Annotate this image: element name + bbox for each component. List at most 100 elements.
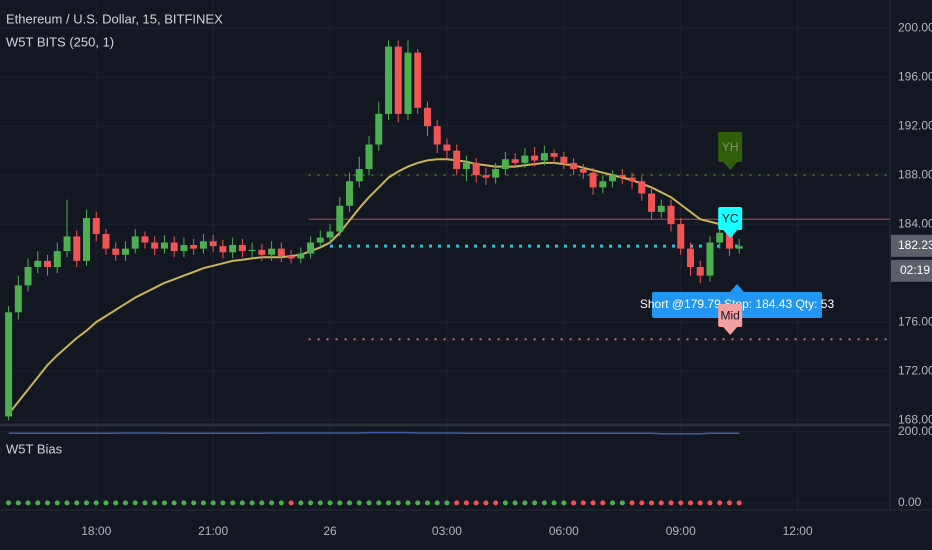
candle-body (180, 244, 188, 252)
candle-body (667, 205, 675, 225)
bias-dot (561, 500, 567, 506)
level-marker (718, 207, 743, 230)
candle-body (53, 251, 61, 268)
candle-body (307, 242, 315, 254)
candle-body (316, 237, 324, 243)
bias-dot (687, 500, 693, 506)
indicator-title: W5T BITS (250, 1) (6, 34, 114, 49)
bias-dot (269, 500, 275, 506)
bias-dot (541, 500, 547, 506)
candle-body (83, 218, 91, 261)
bias-dot (132, 500, 138, 506)
bias-dot (15, 500, 21, 506)
candle-body (121, 248, 129, 255)
last-price-box (891, 234, 932, 257)
candle-body (336, 205, 344, 232)
bias-dot (142, 500, 148, 506)
candle-body (14, 285, 22, 313)
candle-body (160, 242, 168, 249)
candle-body (433, 126, 441, 145)
candle-body (589, 172, 597, 188)
bias-dot (726, 500, 732, 506)
x-tick-label: 26 (323, 524, 337, 538)
y-tick-label: 192.00 (898, 118, 932, 132)
bias-dot (668, 500, 674, 506)
bias-dot (191, 500, 197, 506)
x-tick-label: 03:00 (432, 524, 462, 538)
bias-dot (600, 500, 606, 506)
candle-body (628, 177, 636, 182)
bias-dot (337, 500, 343, 506)
bias-dot (161, 500, 167, 506)
bias-dot (522, 500, 528, 506)
chart-title: Ethereum / U.S. Dollar, 15, BITFINEX (6, 11, 223, 26)
candle-body (209, 241, 217, 247)
candle-body (326, 231, 334, 238)
candle-body (550, 153, 558, 157)
bias-dot (649, 500, 655, 506)
bias-dot (366, 500, 372, 506)
level-marker (718, 132, 743, 162)
candle-body (599, 181, 607, 188)
bias-dot (610, 500, 616, 506)
bias-dot (317, 500, 323, 506)
candle-body (570, 162, 578, 170)
countdown-label: 02:19 (900, 263, 930, 277)
candle-body (521, 155, 529, 163)
bias-dot (707, 500, 713, 506)
candle-body (131, 236, 139, 249)
candle-body (277, 248, 285, 256)
bias-dot (93, 500, 99, 506)
bias-dot (288, 500, 294, 506)
candle-body (34, 260, 42, 268)
candle-body (443, 144, 451, 151)
bias-dot (6, 500, 12, 506)
x-tick-label: 09:00 (666, 524, 696, 538)
bias-dot (308, 500, 314, 506)
candle-body (151, 242, 159, 249)
candle-body (540, 153, 548, 161)
candle-body (365, 144, 373, 170)
bias-dot (473, 500, 479, 506)
bias-dot (493, 500, 499, 506)
bias-dot (434, 500, 440, 506)
candle-body (609, 175, 617, 182)
bias-dot (658, 500, 664, 506)
y-tick-label: 184.00 (898, 216, 932, 230)
plot (5, 40, 890, 506)
bias-dot (639, 500, 645, 506)
candle-body (706, 242, 714, 276)
order-pointer (730, 284, 744, 292)
candle-body (725, 232, 733, 249)
candle-body (472, 162, 480, 176)
level-marker-label: YC (722, 212, 739, 226)
candle-body (346, 181, 354, 206)
bias-dot (571, 500, 577, 506)
x-tick-label: 18:00 (81, 524, 111, 538)
bias-title: W5T Bias (6, 441, 63, 456)
candle-body (44, 260, 52, 268)
candle-body (657, 205, 665, 212)
bias-dot (736, 500, 742, 506)
bias-dot (103, 500, 109, 506)
bias-dot (35, 500, 41, 506)
bias-dot (532, 500, 538, 506)
candle-body (686, 248, 694, 268)
last-price-label: 182.23 (898, 238, 932, 252)
candle-body (492, 169, 500, 178)
candle-body (716, 232, 724, 243)
candle-body (24, 267, 32, 286)
y-tick-label: 196.00 (898, 69, 932, 83)
bias-dot (619, 500, 625, 506)
candle-body (638, 181, 646, 194)
level-marker-tip (723, 327, 738, 335)
candle-body (92, 218, 100, 234)
bias-dot (230, 500, 236, 506)
candle-body (511, 159, 519, 163)
candle-body (453, 150, 461, 170)
bias-dot (113, 500, 119, 506)
candle-body (618, 175, 626, 178)
bias-dot (629, 500, 635, 506)
